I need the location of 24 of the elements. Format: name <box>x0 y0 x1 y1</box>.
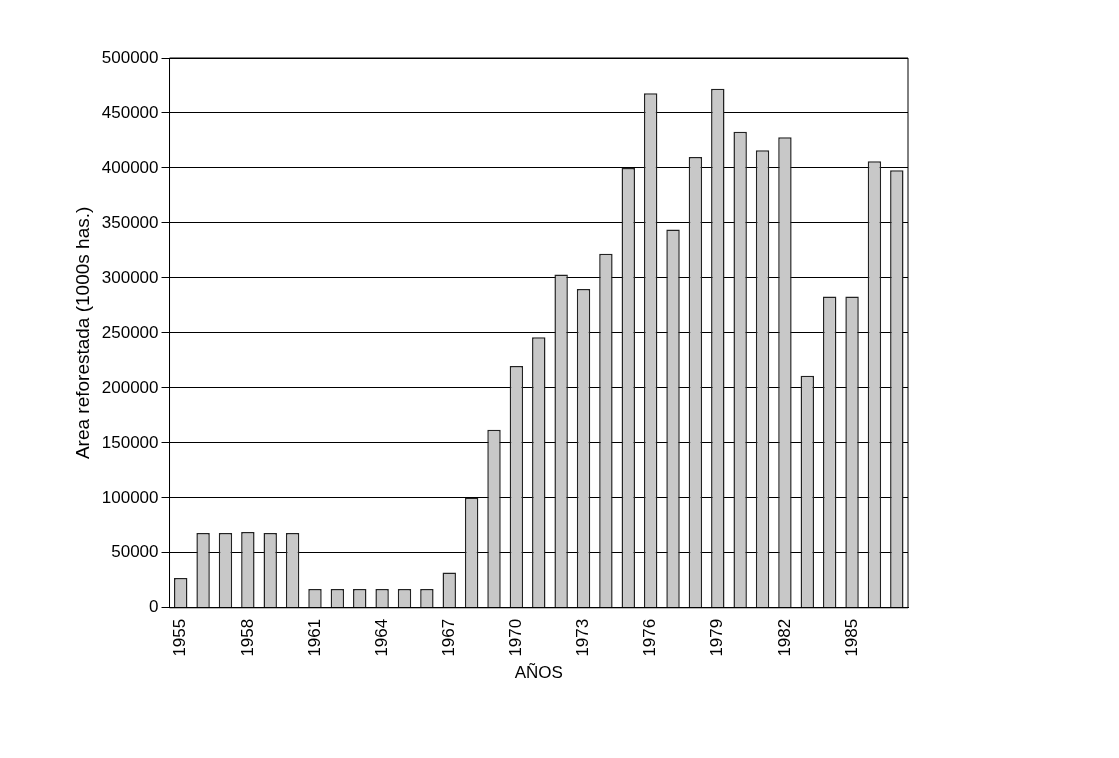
x-tick-label: 1976 <box>640 618 660 657</box>
y-tick-label: 500000 <box>101 47 159 67</box>
y-tick-label: 200000 <box>101 377 159 397</box>
y-tick-label: 0 <box>149 597 159 617</box>
y-tick-label: 400000 <box>101 157 159 177</box>
y-axis-title: Area reforestada (1000s has.) <box>71 206 93 460</box>
x-tick-label: 1961 <box>304 618 324 657</box>
y-tick-label: 350000 <box>101 212 159 232</box>
x-tick-label: 1955 <box>170 618 190 657</box>
y-tick-label: 450000 <box>101 102 159 122</box>
y-tick-label: 250000 <box>101 322 159 342</box>
y-tick-label: 300000 <box>101 267 159 287</box>
x-tick-label: 1967 <box>438 618 458 657</box>
y-tick-label: 100000 <box>101 487 159 507</box>
x-tick-label: 1979 <box>707 618 727 657</box>
x-tick-label: 1973 <box>573 618 593 657</box>
x-tick-label: 1982 <box>774 618 794 657</box>
x-tick-label: 1964 <box>371 618 391 657</box>
x-tick-label: 1958 <box>237 618 257 657</box>
y-tick-label: 150000 <box>101 432 159 452</box>
x-axis-title: AÑOS <box>514 663 563 683</box>
y-tick-label: 50000 <box>111 542 159 562</box>
x-tick-label: 1985 <box>841 618 861 657</box>
x-tick-label: 1970 <box>506 618 526 657</box>
